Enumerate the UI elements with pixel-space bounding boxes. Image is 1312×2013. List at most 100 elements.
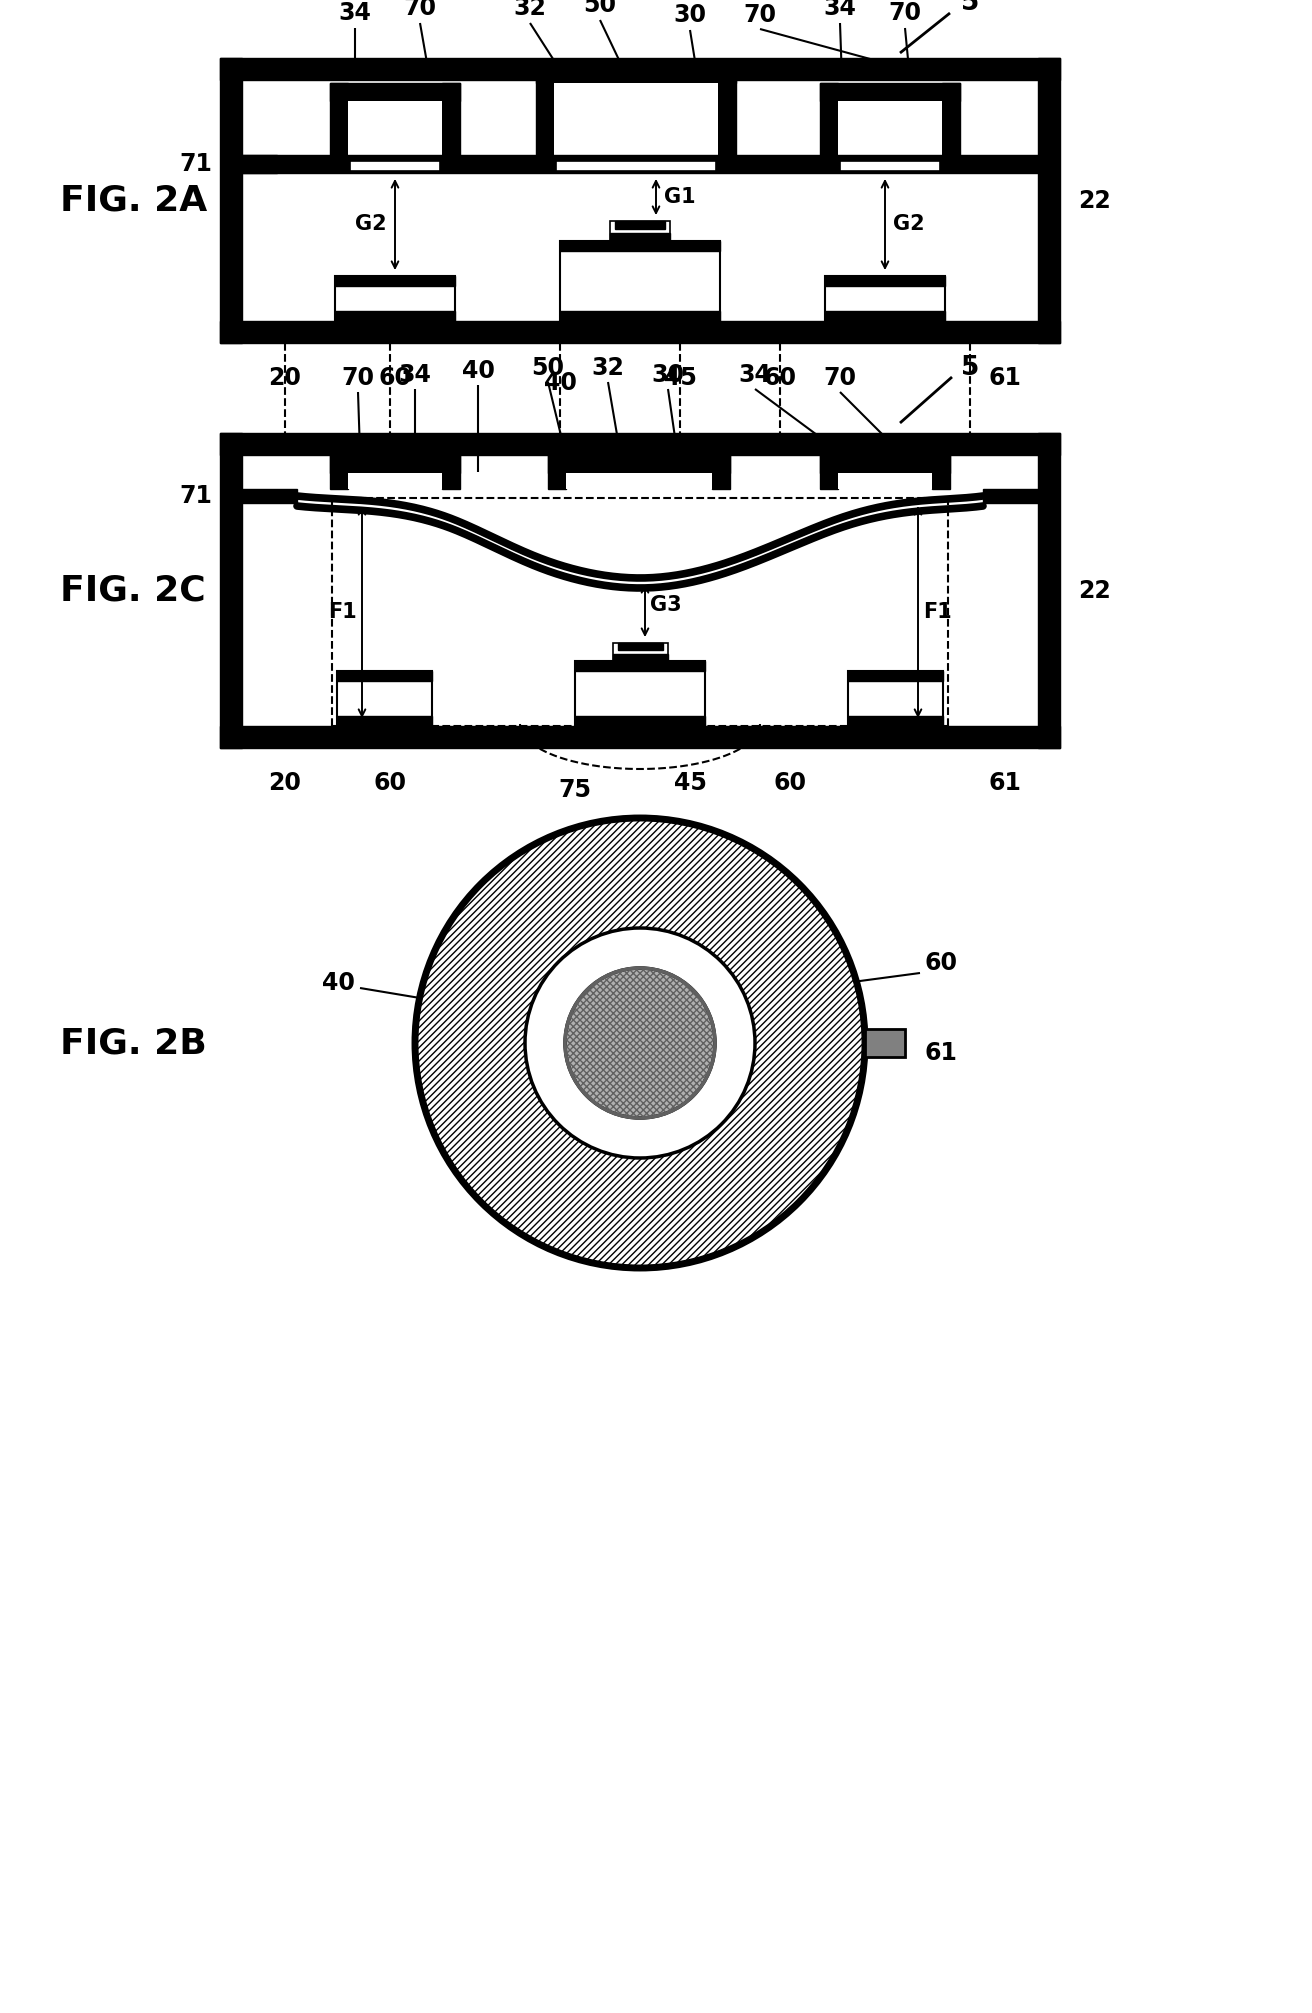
Bar <box>220 433 241 749</box>
Text: G1: G1 <box>664 187 695 207</box>
Text: 61: 61 <box>988 366 1022 391</box>
Bar <box>241 489 297 503</box>
Text: 50: 50 <box>531 356 564 380</box>
Bar <box>331 455 461 473</box>
Text: 30: 30 <box>652 362 685 386</box>
Bar <box>610 234 670 242</box>
Text: 71: 71 <box>180 483 213 507</box>
Bar <box>942 83 960 155</box>
Circle shape <box>565 968 715 1117</box>
Text: G2: G2 <box>893 215 925 234</box>
Text: 60: 60 <box>774 771 807 795</box>
Text: 71: 71 <box>180 153 213 175</box>
Text: 20: 20 <box>269 366 302 391</box>
Text: 34: 34 <box>824 0 857 20</box>
Text: 70: 70 <box>404 0 437 20</box>
Bar <box>610 221 670 242</box>
Bar <box>348 101 442 155</box>
Text: 60: 60 <box>925 950 958 974</box>
Bar <box>820 83 960 101</box>
Bar <box>337 670 432 680</box>
Text: 60: 60 <box>374 771 407 795</box>
Text: G3: G3 <box>649 596 682 616</box>
Bar <box>335 276 455 286</box>
Bar <box>337 717 432 727</box>
Text: 40: 40 <box>543 370 576 395</box>
Text: 40: 40 <box>462 358 495 382</box>
Bar <box>565 473 712 489</box>
Circle shape <box>525 928 754 1157</box>
Bar <box>865 1029 905 1057</box>
Text: 70: 70 <box>888 0 921 24</box>
Bar <box>556 161 716 171</box>
Bar <box>820 455 838 489</box>
Bar <box>825 310 945 320</box>
Bar <box>560 242 720 320</box>
Bar <box>537 64 554 155</box>
Bar <box>1038 58 1060 342</box>
Text: 61: 61 <box>988 771 1022 795</box>
Bar <box>560 310 720 320</box>
Bar <box>350 161 440 171</box>
Bar <box>241 455 1038 727</box>
Text: 61: 61 <box>925 1041 958 1065</box>
Bar <box>335 276 455 320</box>
Text: 34: 34 <box>338 0 371 24</box>
Bar <box>840 161 939 171</box>
Text: 45: 45 <box>673 771 706 795</box>
Text: G2: G2 <box>356 215 387 234</box>
Text: 60: 60 <box>378 366 412 391</box>
Bar <box>983 489 1038 503</box>
Bar <box>554 83 718 155</box>
Bar <box>537 64 736 83</box>
Bar <box>848 717 943 727</box>
Bar <box>575 660 705 670</box>
Text: 45: 45 <box>664 366 697 391</box>
Bar <box>335 310 455 320</box>
Text: 50: 50 <box>584 0 617 16</box>
Text: 5: 5 <box>960 0 979 16</box>
Bar <box>220 58 241 342</box>
Bar <box>442 455 461 489</box>
Bar <box>348 473 442 489</box>
Bar <box>331 455 348 489</box>
Text: 60: 60 <box>764 366 796 391</box>
Text: F1: F1 <box>924 602 951 622</box>
Bar <box>848 670 943 680</box>
Bar <box>613 642 668 660</box>
Text: 40: 40 <box>323 970 356 994</box>
Bar <box>865 1029 905 1057</box>
Bar <box>615 221 665 229</box>
Text: 34: 34 <box>739 362 771 386</box>
Bar <box>848 670 943 727</box>
Bar <box>712 455 729 489</box>
Text: 22: 22 <box>1078 578 1111 602</box>
Bar <box>718 64 736 155</box>
Bar <box>613 654 668 660</box>
Text: 5: 5 <box>960 354 979 380</box>
Bar <box>337 670 432 727</box>
Bar <box>548 455 565 489</box>
Text: FIG. 2B: FIG. 2B <box>60 1027 207 1061</box>
Text: 32: 32 <box>513 0 546 20</box>
Text: FIG. 2C: FIG. 2C <box>60 574 206 608</box>
Bar <box>241 155 277 173</box>
Text: 70: 70 <box>744 2 777 26</box>
Bar <box>241 155 1038 173</box>
Text: 32: 32 <box>592 356 625 380</box>
Bar <box>1038 433 1060 749</box>
Text: 30: 30 <box>673 2 706 26</box>
Text: FIG. 2A: FIG. 2A <box>60 183 207 217</box>
Bar <box>560 242 720 252</box>
Bar <box>220 58 1060 81</box>
Text: 34: 34 <box>399 362 432 386</box>
Bar <box>820 83 838 155</box>
Text: 75: 75 <box>559 777 592 801</box>
Bar <box>838 473 932 489</box>
Bar <box>220 727 1060 749</box>
Bar <box>575 717 705 727</box>
Bar <box>575 660 705 727</box>
Bar <box>220 433 1060 455</box>
Bar <box>331 83 461 101</box>
Bar <box>220 320 1060 342</box>
